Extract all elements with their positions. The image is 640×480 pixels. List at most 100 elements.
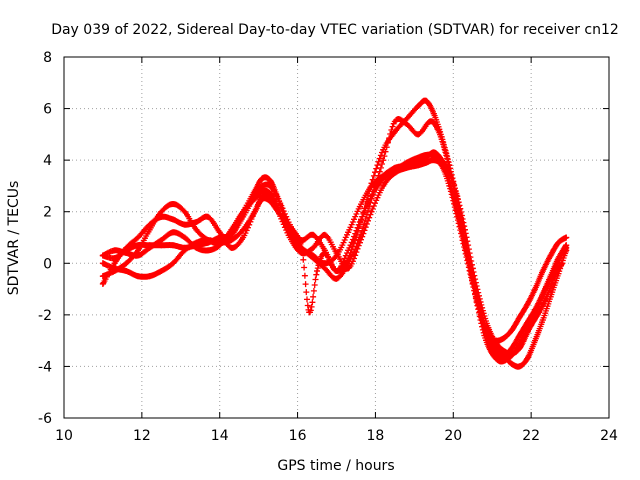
data-point xyxy=(134,273,141,280)
data-point xyxy=(368,180,375,187)
data-point xyxy=(99,273,106,280)
data-point xyxy=(380,182,387,189)
data-point xyxy=(158,242,165,249)
data-point xyxy=(500,347,507,354)
data-point xyxy=(310,252,317,259)
y-tick-label: 4 xyxy=(43,153,52,169)
data-point xyxy=(500,335,507,342)
series-markers xyxy=(99,149,570,370)
data-point xyxy=(508,327,515,334)
series-day-5 xyxy=(99,151,570,357)
data-point xyxy=(275,208,282,215)
data-point xyxy=(333,249,340,256)
data-point xyxy=(563,242,570,249)
data-point xyxy=(321,265,328,272)
data-point xyxy=(314,268,321,275)
data-point xyxy=(158,237,165,244)
data-point xyxy=(532,286,539,293)
data-point xyxy=(524,301,531,308)
data-point xyxy=(461,226,468,233)
data-point xyxy=(205,239,212,246)
data-point xyxy=(391,167,398,174)
series-day-1 xyxy=(99,116,566,365)
plot-frame xyxy=(63,56,610,419)
y-tick-label: -2 xyxy=(38,308,52,324)
data-point xyxy=(216,229,223,236)
data-point xyxy=(267,177,274,184)
data-point xyxy=(228,244,235,251)
data-point xyxy=(500,353,507,360)
y-tick-label: 0 xyxy=(43,256,52,272)
data-point xyxy=(423,151,430,158)
data-point xyxy=(240,234,247,241)
data-point xyxy=(368,208,375,215)
data-point xyxy=(267,182,274,189)
data-point xyxy=(321,247,328,254)
y-tick-label: 6 xyxy=(43,102,52,118)
data-point xyxy=(415,162,422,169)
x-tick-label: 18 xyxy=(367,428,385,444)
data-point xyxy=(391,128,398,135)
data-point xyxy=(454,213,461,220)
grid xyxy=(64,57,609,418)
data-point xyxy=(485,324,492,331)
data-point xyxy=(430,157,437,164)
data-point xyxy=(259,175,266,182)
data-point xyxy=(345,229,352,236)
data-point xyxy=(356,203,363,210)
data-point xyxy=(228,237,235,244)
data-point xyxy=(123,244,130,251)
data-point xyxy=(267,198,274,205)
data-point xyxy=(430,151,437,158)
data-point xyxy=(170,242,176,249)
data-point xyxy=(539,317,546,324)
data-point xyxy=(493,350,500,357)
data-point xyxy=(251,208,258,215)
data-point xyxy=(134,234,141,241)
data-point xyxy=(321,231,328,238)
data-point xyxy=(123,260,130,267)
x-tick-labels: 10 12 14 16 18 20 22 24 xyxy=(55,428,618,444)
data-point xyxy=(240,213,247,220)
data-point xyxy=(516,332,523,339)
data-point xyxy=(310,244,317,251)
data-point xyxy=(170,229,176,236)
data-point xyxy=(423,97,430,104)
data-point xyxy=(508,345,515,352)
data-point xyxy=(99,280,106,287)
data-point xyxy=(524,329,531,336)
data-point xyxy=(516,363,523,370)
data-point xyxy=(430,110,437,117)
data-point xyxy=(111,260,118,267)
data-point xyxy=(356,219,363,226)
data-point xyxy=(423,159,430,166)
series-layer xyxy=(99,97,570,370)
x-axis-label: GPS time / hours xyxy=(277,458,394,474)
data-point xyxy=(333,275,340,282)
data-point xyxy=(158,213,165,220)
data-point xyxy=(403,164,410,171)
data-point xyxy=(555,239,562,246)
data-point xyxy=(539,268,546,275)
data-point xyxy=(240,226,247,233)
chart-title: Day 039 of 2022, Sidereal Day-to-day VTE… xyxy=(51,22,619,38)
series-markers xyxy=(99,151,570,357)
y-tick-label: -6 xyxy=(38,411,52,427)
data-point xyxy=(181,244,188,251)
data-point xyxy=(181,221,188,228)
data-point xyxy=(532,337,539,344)
y-axis-label: SDTVAR / TECUs xyxy=(6,181,22,296)
y-tick-label: -4 xyxy=(38,359,52,375)
data-point xyxy=(415,102,422,109)
data-point xyxy=(99,252,106,259)
data-point xyxy=(259,182,266,189)
data-point xyxy=(555,270,562,277)
data-point xyxy=(547,293,554,300)
x-tick-label: 12 xyxy=(133,428,151,444)
data-point xyxy=(259,195,266,202)
x-tick-label: 24 xyxy=(600,428,618,444)
data-point xyxy=(368,193,375,200)
data-point xyxy=(170,260,176,267)
x-tick-label: 20 xyxy=(444,428,462,444)
